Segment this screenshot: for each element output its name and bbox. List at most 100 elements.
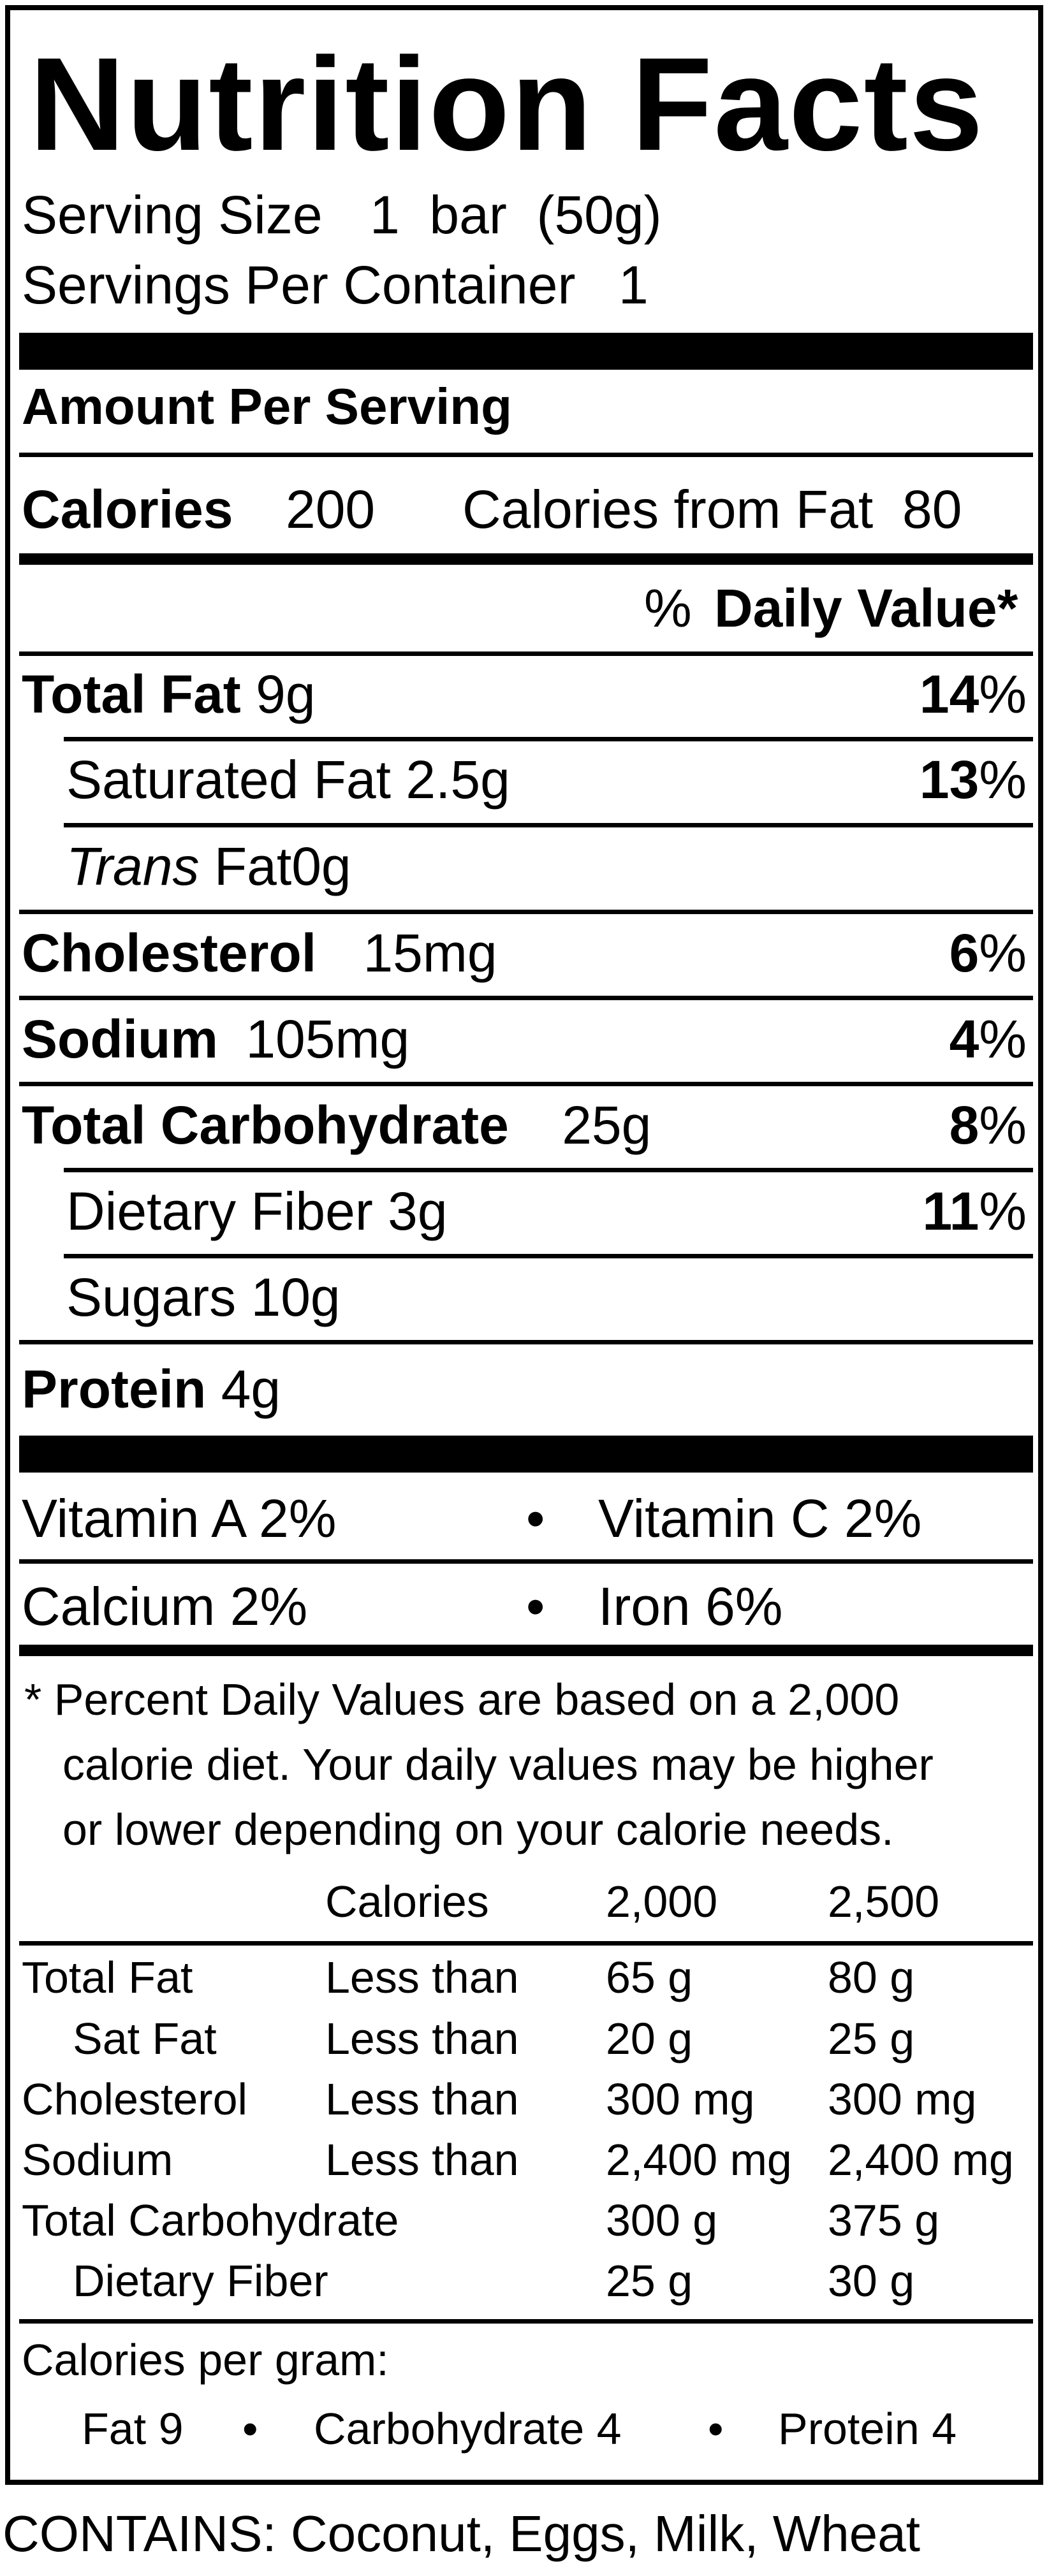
- vitamin-name: Vitamin A: [22, 1488, 244, 1548]
- dv-table-header-2000: 2,000: [606, 1877, 718, 1926]
- cell-2000: 25 g: [606, 2256, 693, 2306]
- cell-2500: 375 g: [828, 2195, 940, 2245]
- serving-size-value: 1 bar (50g): [370, 185, 662, 245]
- cell-nutrient: Sodium: [22, 2135, 173, 2185]
- divider: [19, 910, 1033, 914]
- nutrient-amount: 3g: [388, 1181, 448, 1241]
- nutrient-dv-total-fat: 14%: [920, 667, 1027, 721]
- nutrient-amount: 9g: [256, 664, 316, 724]
- vitamin-value: 2%: [844, 1488, 922, 1548]
- medium-divider: [19, 1645, 1033, 1656]
- vitamin-name: Vitamin C: [598, 1488, 830, 1548]
- nutrient-amount: 15mg: [363, 923, 497, 983]
- nutrient-row-saturated-fat: Saturated Fat 2.5g: [66, 753, 510, 806]
- nutrient-name: Fat: [214, 836, 292, 896]
- divider: [64, 1168, 1033, 1172]
- nutrient-name: Sodium: [22, 1009, 218, 1069]
- iron: Iron 6%: [598, 1580, 783, 1633]
- nutrient-row-sodium: Sodium 105mg: [22, 1012, 409, 1066]
- footnote-line: or lower depending on your calorie needs…: [62, 1805, 894, 1854]
- calories-from-fat-value: 80: [902, 479, 962, 539]
- cell-2000: 65 g: [606, 1953, 693, 2002]
- vitamin-a: Vitamin A 2%: [22, 1492, 336, 1545]
- daily-value-percent-sign: %: [644, 578, 692, 638]
- nutrient-name: Sugars: [66, 1267, 237, 1327]
- bullet: •: [526, 1488, 545, 1548]
- nutrient-dv-total-carbohydrate: 8%: [950, 1098, 1027, 1152]
- cell-2500: 80 g: [828, 1953, 915, 2002]
- allergen-statement: CONTAINS: Coconut, Eggs, Milk, Wheat: [3, 2505, 920, 2562]
- daily-value-header: Daily Value*: [714, 578, 1018, 638]
- dv-table-row-cholesterol: Cholesterol Less than 300 mg 300 mg: [22, 2077, 1029, 2128]
- dv-table-row-sat-fat: Sat Fat Less than 20 g 25 g: [22, 2016, 1029, 2067]
- dv-table-row-dietary-fiber: Dietary Fiber 25 g 30 g: [22, 2259, 1029, 2310]
- dv-table-row-total-fat: Total Fat Less than 65 g 80 g: [22, 1955, 1029, 2006]
- nutrient-row-protein: Protein 4g: [22, 1362, 281, 1416]
- cell-2500: 300 mg: [828, 2074, 977, 2124]
- nutrient-name: Total Fat: [22, 664, 241, 724]
- servings-per-container-value: 1: [619, 255, 649, 315]
- dv-pct: %: [979, 664, 1027, 724]
- nutrient-dv-sodium: 4%: [950, 1012, 1027, 1066]
- divider: [19, 2319, 1033, 2324]
- divider: [19, 651, 1033, 656]
- calcium: Calcium 2%: [22, 1580, 307, 1633]
- divider: [19, 996, 1033, 1000]
- cell-2000: 2,400 mg: [606, 2135, 792, 2185]
- vitamin-value: 2%: [259, 1488, 337, 1548]
- nutrient-amount: 2.5g: [406, 750, 510, 810]
- divider: [19, 1082, 1033, 1086]
- thick-divider-top: [19, 333, 1033, 370]
- dv-table-row-total-carbohydrate: Total Carbohydrate 300 g 375 g: [22, 2198, 1029, 2249]
- dv-pct: %: [979, 1181, 1027, 1241]
- label-title: Nutrition Facts: [29, 31, 985, 178]
- nutrient-row-total-carbohydrate: Total Carbohydrate 25g: [22, 1098, 651, 1152]
- nutrient-name: Saturated Fat: [66, 750, 391, 810]
- nutrient-name: Cholesterol: [22, 923, 317, 983]
- vitamin-value: 6%: [705, 1576, 783, 1636]
- calories-per-gram-label: Calories per gram:: [22, 2335, 389, 2385]
- nutrient-row-dietary-fiber: Dietary Fiber 3g: [66, 1184, 448, 1238]
- thick-divider-vitamins: [19, 1436, 1033, 1473]
- cell-qualifier: Less than: [325, 1953, 519, 2002]
- cell-nutrient: Sat Fat: [73, 2014, 217, 2063]
- dv-value: 14: [919, 664, 979, 724]
- dv-value: 13: [919, 750, 979, 810]
- calories-from-fat-label: Calories from Fat: [462, 479, 874, 539]
- nutrient-dv-dietary-fiber: 11%: [922, 1184, 1027, 1238]
- calories-value: 200: [286, 479, 376, 539]
- footnote-line: calorie diet. Your daily values may be h…: [62, 1740, 934, 1789]
- dv-table-header-calories: Calories: [325, 1877, 489, 1926]
- cell-qualifier: Less than: [325, 2014, 519, 2063]
- nutrient-row-trans-fat: Trans Fat0g: [66, 840, 351, 893]
- cell-2500: 25 g: [828, 2014, 915, 2063]
- nutrient-amount: 0g: [291, 836, 351, 896]
- nutrient-row-total-fat: Total Fat 9g: [22, 667, 316, 721]
- vitamin-c: Vitamin C 2%: [598, 1492, 921, 1545]
- footnote-line: * Percent Daily Values are based on a 2,…: [24, 1675, 900, 1724]
- nutrient-name: Total Carbohydrate: [22, 1095, 509, 1155]
- nutrient-name-italic: Trans: [66, 836, 200, 896]
- cell-qualifier: Less than: [325, 2135, 519, 2185]
- bullet: •: [526, 1576, 545, 1636]
- servings-per-container-label: Servings Per Container: [22, 255, 576, 315]
- amount-per-serving: Amount Per Serving: [22, 378, 513, 435]
- cell-nutrient: Total Fat: [22, 1953, 193, 2002]
- bullet: •: [242, 2404, 258, 2454]
- vitamin-name: Iron: [598, 1576, 691, 1636]
- medium-divider: [19, 553, 1033, 565]
- cell-nutrient: Total Carbohydrate: [22, 2195, 399, 2245]
- dv-value: 11: [922, 1181, 979, 1241]
- nutrient-name: Dietary Fiber: [66, 1181, 373, 1241]
- nutrient-row-cholesterol: Cholesterol 15mg: [22, 926, 497, 980]
- nutrition-label: [5, 5, 1043, 2485]
- cell-2000: 300 g: [606, 2195, 718, 2245]
- divider: [64, 1254, 1033, 1258]
- calories-label: Calories: [22, 479, 233, 539]
- calories-per-gram-fat: Fat 9: [82, 2404, 184, 2454]
- calories-per-gram-protein: Protein 4: [778, 2404, 957, 2454]
- cell-2000: 300 mg: [606, 2074, 755, 2124]
- divider: [64, 737, 1033, 741]
- dv-value: 8: [949, 1095, 979, 1155]
- nutrient-amount: 4g: [221, 1359, 281, 1419]
